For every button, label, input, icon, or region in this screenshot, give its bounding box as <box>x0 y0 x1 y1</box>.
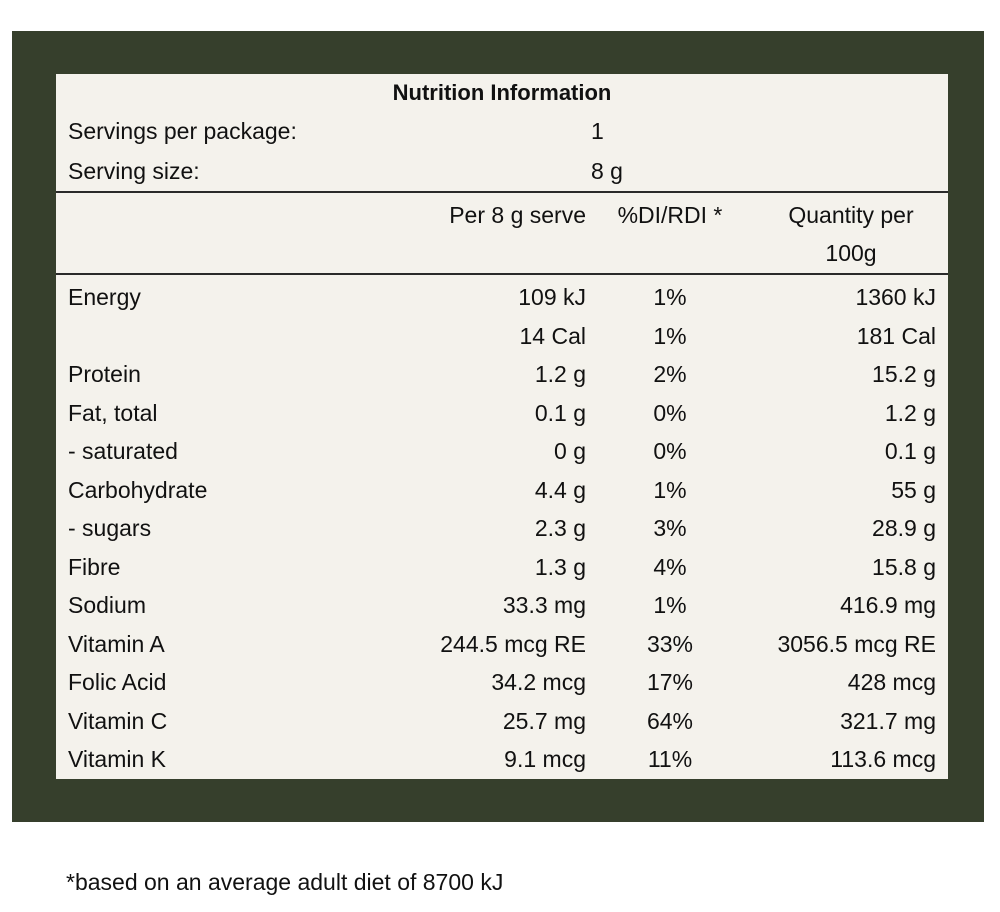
serving-size-label: Serving size: <box>68 158 200 184</box>
qty-per-100g: 15.2 g <box>872 361 936 387</box>
column-header: Per 8 g serve %DI/RDI * Quantity per 100… <box>56 192 948 272</box>
servings-label: Servings per package: <box>68 118 297 144</box>
per-serve-value: 1.3 g <box>534 553 586 580</box>
header-qty-line2: 100g <box>825 240 877 266</box>
qty-per-100g: 15.8 g <box>872 553 936 580</box>
serving-size-row: Serving size: 8 g <box>56 152 948 190</box>
nutrient-name: Fibre <box>68 553 121 580</box>
divider-top <box>56 191 948 193</box>
per-serve-value: 34.2 mcg <box>491 669 586 695</box>
per-serve-value: 0.1 g <box>534 399 586 426</box>
nutrient-name: - sugars <box>68 515 152 541</box>
qty-per-100g: 0.1 g <box>884 438 936 464</box>
qty-per-100g: 55 g <box>891 476 936 503</box>
nutrient-name: Sodium <box>68 592 146 618</box>
di-percent: 3% <box>653 515 687 541</box>
di-percent: 4% <box>653 553 687 580</box>
nutrient-row: Fibre 1.3 g 4% 15.8 g <box>56 548 948 586</box>
di-percent: 1% <box>653 476 687 503</box>
panel-title: Nutrition Information <box>392 80 612 105</box>
divider-header <box>56 273 948 275</box>
header-per-serve: Per 8 g serve <box>449 202 586 228</box>
servings-row: Servings per package: 1 <box>56 112 948 150</box>
qty-per-100g: 181 Cal <box>856 322 936 349</box>
nutrient-row: Carbohydrate 4.4 g 1% 55 g <box>56 471 948 509</box>
di-percent: 1% <box>653 592 687 618</box>
di-percent: 1% <box>653 284 687 310</box>
per-serve-value: 109 kJ <box>518 284 586 310</box>
qty-per-100g: 321.7 mg <box>840 707 936 734</box>
per-serve-value: 4.4 g <box>534 476 586 503</box>
di-percent: 33% <box>646 630 694 657</box>
nutrient-name: Vitamin C <box>68 707 168 734</box>
per-serve-value: 1.2 g <box>534 361 586 387</box>
header-di: %DI/RDI * <box>617 202 723 228</box>
nutrient-row: Fat, total 0.1 g 0% 1.2 g <box>56 394 948 432</box>
qty-per-100g: 416.9 mg <box>840 592 936 618</box>
per-serve-value: 2.3 g <box>534 515 586 541</box>
nutrient-row: 14 Cal 1% 181 Cal <box>56 317 948 355</box>
servings-value: 1 <box>591 118 604 144</box>
di-percent: 0% <box>653 438 687 464</box>
qty-per-100g: 28.9 g <box>872 515 936 541</box>
nutrient-row: Protein 1.2 g 2% 15.2 g <box>56 355 948 393</box>
nutrient-name: Energy <box>68 284 141 310</box>
nutrient-name: Protein <box>68 361 141 387</box>
di-percent: 2% <box>653 361 687 387</box>
di-percent: 11% <box>647 746 693 772</box>
nutrient-name: - saturated <box>68 438 178 464</box>
qty-per-100g: 428 mcg <box>847 669 936 695</box>
qty-per-100g: 113.6 mcg <box>830 746 936 772</box>
nutrient-name: Folic Acid <box>68 669 167 695</box>
serving-size-value: 8 g <box>591 158 623 184</box>
nutrient-row: - saturated 0 g 0% 0.1 g <box>56 432 948 470</box>
nutrient-row: Folic Acid 34.2 mcg 17% 428 mcg <box>56 663 948 701</box>
per-serve-value: 9.1 mcg <box>504 746 586 772</box>
per-serve-value: 244.5 mcg RE <box>440 630 586 657</box>
nutrient-name: Vitamin K <box>68 746 167 772</box>
nutrient-name: Vitamin A <box>68 630 165 657</box>
di-percent: 1% <box>653 322 687 349</box>
nutrient-row: - sugars 2.3 g 3% 28.9 g <box>56 509 948 547</box>
header-qty-line1: Quantity per <box>788 202 914 228</box>
per-serve-value: 14 Cal <box>519 322 586 349</box>
header-qty: Quantity per 100g <box>766 196 936 272</box>
qty-per-100g: 3056.5 mcg RE <box>777 630 936 657</box>
footnote: *based on an average adult diet of 8700 … <box>66 869 504 895</box>
per-serve-value: 25.7 mg <box>502 707 586 734</box>
di-percent: 0% <box>653 399 687 426</box>
label-frame: Nutrition Information Servings per packa… <box>12 31 984 822</box>
nutrient-row: Vitamin K 9.1 mcg 11% 113.6 mcg <box>56 740 948 778</box>
nutrient-row: Vitamin A 244.5 mcg RE 33% 3056.5 mcg RE <box>56 625 948 663</box>
di-percent: 17% <box>646 669 694 695</box>
per-serve-value: 33.3 mg <box>502 592 586 618</box>
per-serve-value: 0 g <box>554 438 586 464</box>
nutrient-row: Energy 109 kJ 1% 1360 kJ <box>56 278 948 316</box>
nutrition-panel: Nutrition Information Servings per packa… <box>56 74 948 779</box>
nutrient-name: Fat, total <box>68 399 158 426</box>
qty-per-100g: 1.2 g <box>884 399 936 426</box>
qty-per-100g: 1360 kJ <box>855 284 936 310</box>
di-percent: 64% <box>646 707 694 734</box>
nutrient-row: Vitamin C 25.7 mg 64% 321.7 mg <box>56 702 948 740</box>
nutrient-row: Sodium 33.3 mg 1% 416.9 mg <box>56 586 948 624</box>
nutrient-name: Carbohydrate <box>68 476 208 503</box>
